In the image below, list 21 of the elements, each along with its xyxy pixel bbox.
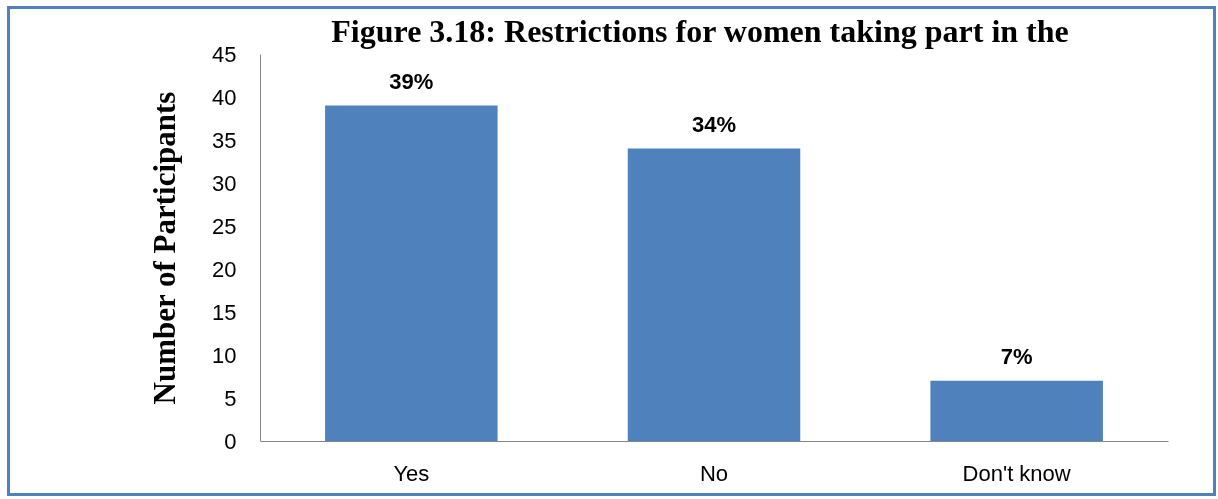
y-tick-label: 35 — [212, 127, 237, 153]
y-axis-title: Number of Participants — [147, 91, 183, 405]
x-tick-label: Don't know — [962, 460, 1071, 486]
data-label: 7% — [1000, 343, 1033, 369]
bar — [325, 105, 498, 441]
data-label: 34% — [691, 111, 737, 137]
y-tick-label: 30 — [212, 170, 237, 196]
bar — [930, 380, 1103, 441]
chart-title: Figure 3.18: Restrictions for women taking part in the — [331, 13, 1069, 49]
y-tick-label: 5 — [224, 385, 237, 411]
y-tick-label: 20 — [212, 256, 237, 282]
x-tick-label: No — [699, 460, 729, 486]
x-tick-label: Yes — [393, 460, 430, 486]
y-tick-label: 25 — [212, 213, 237, 239]
data-label: 39% — [389, 68, 434, 94]
y-tick-label: 10 — [212, 342, 237, 368]
bar — [627, 148, 801, 441]
y-tick-label: 45 — [212, 41, 237, 67]
y-tick-label: 0 — [224, 428, 237, 454]
y-tick-label: 40 — [212, 84, 237, 110]
y-tick-label: 15 — [212, 299, 237, 325]
